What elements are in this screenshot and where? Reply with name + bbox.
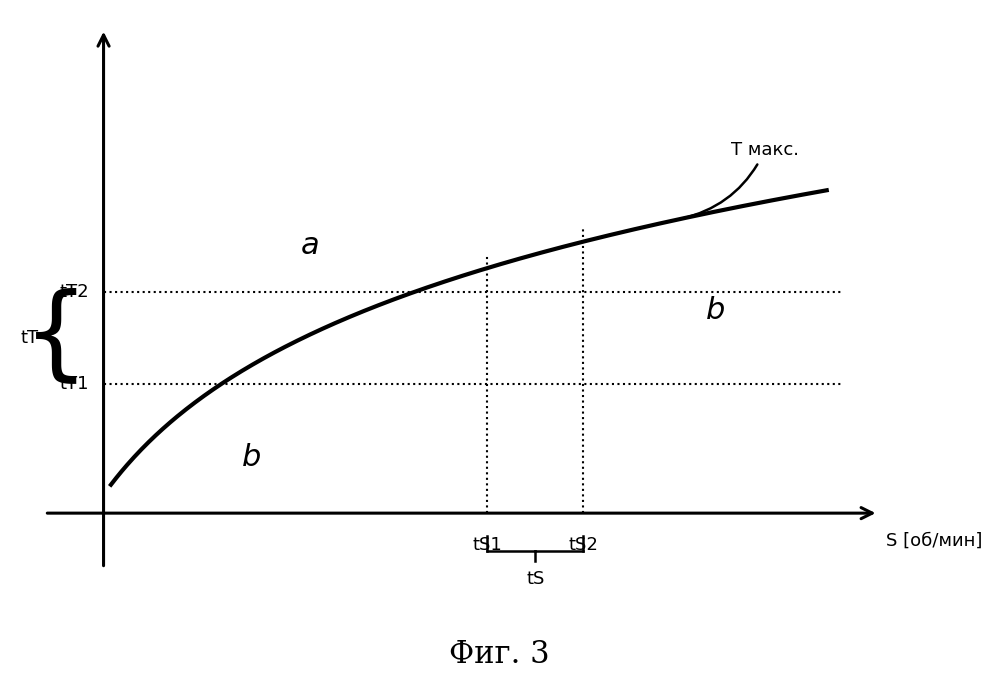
Text: {: {: [22, 287, 89, 389]
Text: tS1: tS1: [473, 536, 502, 554]
Text: b: b: [706, 296, 725, 325]
Text: b: b: [242, 443, 261, 473]
Text: Фиг. 3: Фиг. 3: [450, 639, 549, 670]
Text: tT: tT: [21, 329, 39, 347]
Text: tT2: tT2: [59, 283, 89, 301]
Text: tS: tS: [526, 569, 544, 588]
Text: tT1: tT1: [59, 375, 89, 393]
Text: a: a: [301, 231, 320, 260]
Text: Т макс.: Т макс.: [682, 141, 799, 219]
Text: S [об/мин]: S [об/мин]: [886, 532, 982, 550]
Text: tS2: tS2: [568, 536, 598, 554]
